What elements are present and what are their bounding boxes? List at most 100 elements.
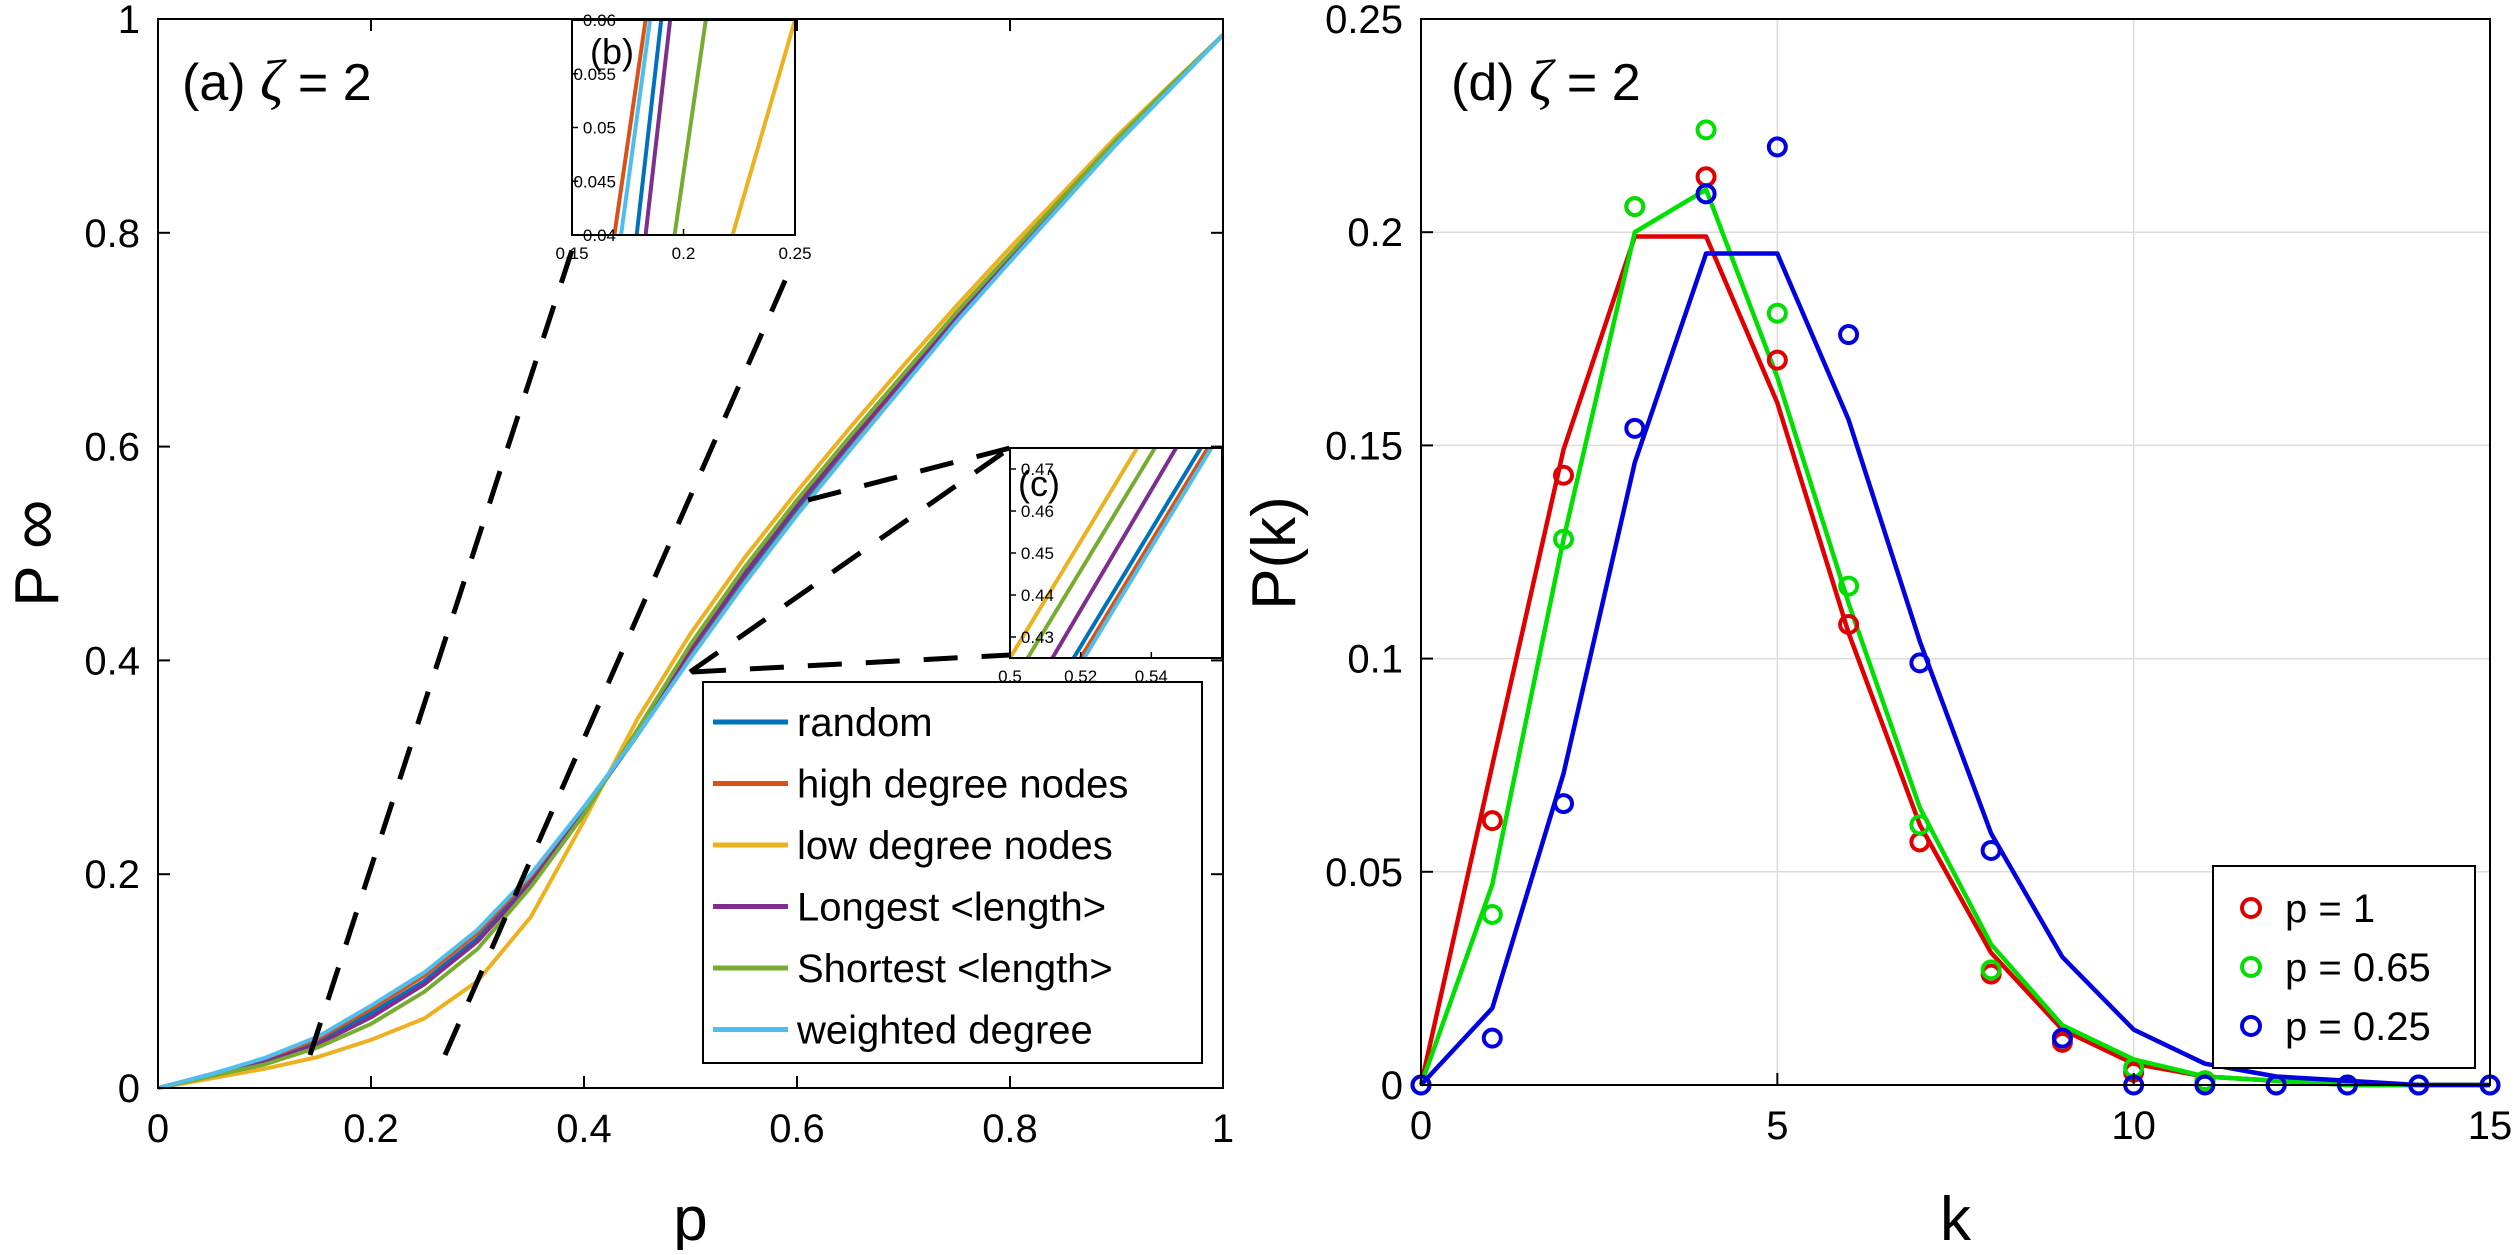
inset-b-xtick-label-1: 0.2	[672, 244, 696, 263]
inset-c-ytick-label-3: 0.46	[1021, 502, 1054, 521]
panel-d-xtick-label-1: 5	[1766, 1104, 1788, 1148]
panel-a-zoom-guide-0	[307, 249, 575, 1056]
panel-a-zoom-guide-4	[691, 652, 1011, 675]
panel-d-series-line-2	[1419, 251, 2490, 1088]
panel-d-ylabel: P(k)	[1240, 496, 1309, 610]
panel-d-ytick-label-2: 0.1	[1347, 638, 1403, 682]
panel-a-param-value: = 2	[283, 54, 371, 112]
panel-d-series-2-marker-7	[1909, 652, 1931, 674]
panel-a-xtick-label-0: 0	[147, 1107, 169, 1151]
panel-d-series-1-marker-7	[1909, 814, 1931, 836]
panel-a-ylabel: P ∞	[0, 499, 73, 606]
panel-d-xlabel: k	[1940, 1185, 1972, 1250]
panel-d-series-0-marker-5	[1766, 349, 1788, 371]
panel-a-xtick-label-3: 0.6	[769, 1107, 825, 1151]
panel-d-series-1-marker-5	[1766, 302, 1788, 324]
inset-b-xtick-label-0: 0.15	[555, 244, 588, 263]
inset-b-lines	[612, 20, 795, 235]
inset-b: 0.15 0.2 0.25 0.04 0.045 0.05 0.055 0.06(b)	[555, 11, 811, 263]
panel-d-legend: p = 1 p = 0.65 p = 0.25	[2212, 865, 2476, 1069]
inset-c-line-0	[1010, 448, 1139, 658]
panel-d-ytick-label-4: 0.2	[1347, 211, 1403, 255]
inset-c: 0.5 0.52 0.540.430.440.450.460.47(c)	[998, 447, 1223, 686]
panel-a-legend-label-1: high degree nodes	[797, 763, 1128, 807]
panel-a-ylabel-main: P	[3, 549, 72, 606]
panel-a-legend-frame	[702, 681, 1203, 1064]
inset-b-label: (b)	[590, 31, 634, 72]
inset-b-background	[572, 20, 795, 235]
inset-c-line-2	[1050, 448, 1178, 658]
inset-b-ytick-label-0: 0.04	[583, 226, 616, 245]
panel-a-zoom-guide-2	[688, 445, 1012, 675]
panel-a-ytick-label-0: 0	[118, 1067, 140, 1111]
panel-a-series-line-3	[157, 33, 1225, 1090]
panel-a-series-line-5	[157, 33, 1225, 1090]
panel-a-xtick-label-5: 1	[1212, 1107, 1234, 1151]
panel-d-series-1-marker-6	[1838, 575, 1860, 597]
panel-a-xtick-label-1: 0.2	[343, 1107, 399, 1151]
panel-d-series-0-marker-2	[1553, 464, 1575, 486]
panel-d-series-2-marker-9	[2051, 1027, 2073, 1049]
panel-d-legend-swatch-0	[2240, 897, 2262, 919]
inset-c-ytick-label-4: 0.47	[1021, 460, 1054, 479]
panel-d-ytick-label-0: 0	[1381, 1064, 1403, 1108]
panel-a-legend-label-3: Longest <length>	[797, 886, 1106, 930]
inset-c-ytick-label-2: 0.45	[1021, 544, 1054, 563]
panel-d-legend-label-1: p = 0.65	[2285, 946, 2431, 990]
panel-a-ylabel-sub: ∞	[0, 499, 73, 549]
panel-a-ytick-label-5: 1	[118, 0, 140, 42]
panel-a-legend-label-4: Shortest <length>	[797, 947, 1113, 991]
panel-a-param-symbol: ζ	[260, 48, 287, 113]
inset-b-line-2	[634, 20, 664, 235]
panel-a-xtick-label-4: 0.8	[982, 1107, 1038, 1151]
panel-a-legend-label-0: random	[797, 701, 933, 745]
panel-a-label: (a) ζ = 2	[182, 48, 372, 113]
panel-d-xtick-label-3: 15	[2468, 1104, 2513, 1148]
panel-d-series-2-marker-1	[1481, 1027, 1503, 1049]
inset-c-line-5	[1082, 448, 1214, 658]
panel-d-ytick-label-3: 0.15	[1325, 424, 1403, 468]
panel-d-series-1-marker-2	[1553, 528, 1575, 550]
panel-a-legend-label-5: weighted degree	[796, 1009, 1093, 1053]
panel-d-series-1-marker-3	[1624, 196, 1646, 218]
inset-b-line-0	[612, 20, 648, 235]
inset-b-line-3	[643, 20, 673, 235]
panel-d-xtick-label-2: 10	[2111, 1104, 2156, 1148]
panel-a-legend: random high degree nodes low degree nodes L…	[702, 681, 1203, 1064]
panel-d-series-2-marker-5	[1766, 136, 1788, 158]
panel-d-series-line-1	[1418, 187, 2490, 1088]
panel-d-legend-label-2: p = 0.25	[2285, 1005, 2431, 1049]
panel-a-zoom-guide-1	[442, 256, 798, 1057]
panel-d-series-2-marker-2	[1553, 793, 1575, 815]
panel-d-ytick-label-5: 0.25	[1325, 0, 1403, 42]
panel-a: 0 0.2 0.4 0.6 0.8 1 0 0.2 0.4 0.6 0.8 1 p P ∞ (a) ζ = …	[0, 0, 1234, 1254]
inset-b-line-5	[730, 20, 795, 235]
panel-d-series-1-marker-8	[1980, 959, 2002, 981]
inset-b-xtick-label-2: 0.25	[778, 244, 811, 263]
inset-b-ytick-label-3: 0.055	[573, 65, 616, 84]
panel-d-series-2-marker-6	[1838, 324, 1860, 346]
panel-a-label-letter: (a)	[182, 54, 260, 112]
panel-d-series-2-marker-3	[1624, 417, 1646, 439]
inset-c-ytick-label-1: 0.44	[1021, 586, 1054, 605]
panel-d-label-letter: (d)	[1451, 54, 1529, 112]
panel-a-xtick-label-2: 0.4	[556, 1107, 612, 1151]
panel-d: 0 5 10 15 0 0.05 0.1 0.15 0.2 0.25 k P(k) (d) ζ = 2 p…	[1240, 0, 2513, 1254]
panel-d-series-0-marker-1	[1481, 810, 1503, 832]
panel-d-legend-swatch-1	[2240, 956, 2262, 978]
panel-d-axes-frame	[1420, 18, 2491, 1086]
inset-c-ytick-label-0: 0.43	[1021, 628, 1054, 647]
inset-c-label: (c)	[1018, 463, 1060, 504]
panel-a-series-line-4	[157, 33, 1225, 1090]
panel-d-ytick-label-1: 0.05	[1325, 851, 1403, 895]
panel-a-series-line-2	[157, 33, 1225, 1090]
panel-d-series-2-marker-4	[1695, 183, 1717, 205]
panel-d-label: (d) ζ = 2	[1451, 48, 1641, 113]
panel-d-series-1-marker-4	[1695, 119, 1717, 141]
inset-c-line-1	[1025, 448, 1157, 658]
panel-d-param-symbol: ζ	[1529, 48, 1556, 113]
panel-a-ytick-label-1: 0.2	[84, 853, 140, 897]
panel-a-ytick-label-4: 0.8	[84, 212, 140, 256]
